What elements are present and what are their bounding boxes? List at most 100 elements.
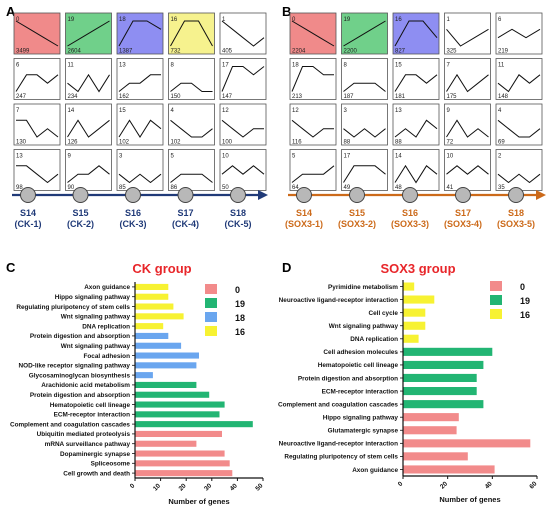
timeline-node — [402, 187, 418, 203]
bar — [403, 465, 495, 474]
x-tick-label: 20 — [178, 482, 188, 492]
bar — [403, 387, 477, 396]
profile-line — [15, 74, 59, 92]
profile-count: 187 — [344, 94, 355, 100]
profile-id: 9 — [447, 108, 451, 114]
x-tick-label: 20 — [439, 480, 449, 490]
profile-count: 88 — [344, 140, 351, 146]
category-label: Protein digestion and absorption — [30, 333, 130, 340]
profile-line — [67, 119, 110, 138]
profile-id: 3 — [344, 108, 348, 114]
profile-box — [444, 58, 491, 100]
category-label: Pyrimidine metabolism — [328, 284, 398, 291]
profile-id: 19 — [344, 17, 351, 23]
profile-box — [392, 58, 440, 100]
profile-count: 50 — [222, 185, 229, 191]
profile-id: 6 — [16, 63, 20, 69]
profile-id: 13 — [395, 108, 402, 114]
legend-swatch — [490, 281, 502, 291]
profile-count: 150 — [171, 94, 182, 100]
profile-id: 1 — [222, 17, 226, 23]
bar — [403, 334, 419, 343]
timeline-node — [508, 187, 524, 203]
timeline-node — [230, 187, 246, 203]
category-label: Protein digestion and absorption — [30, 392, 130, 399]
profile-line — [343, 128, 386, 138]
profile-id: 14 — [395, 154, 402, 160]
category-label: Wnt signaling pathway — [329, 323, 399, 330]
profile-count: 732 — [171, 49, 182, 55]
profile-count: 72 — [447, 140, 454, 146]
bar — [135, 391, 210, 398]
profile-count: 147 — [222, 94, 233, 100]
profile-count: 130 — [16, 140, 27, 146]
profile-id: 15 — [395, 63, 402, 69]
bar — [135, 313, 184, 320]
bar — [135, 430, 222, 437]
x-axis-label: Number of genes — [439, 495, 500, 504]
bar — [135, 450, 225, 457]
x-tick-label: 30 — [203, 482, 213, 492]
bar — [403, 360, 484, 369]
stage-label: S17 — [177, 208, 193, 218]
timeline-node — [296, 187, 312, 203]
profile-box — [495, 149, 543, 191]
profile-id: 5 — [292, 154, 296, 160]
panel-label-a: A — [6, 4, 16, 19]
bar — [403, 321, 426, 330]
category-label: Spliceosome — [91, 461, 131, 468]
profile-count: 98 — [16, 185, 23, 191]
profile-id: 10 — [222, 154, 229, 160]
category-label: DNA replication — [82, 323, 130, 330]
bar — [403, 282, 415, 291]
profile-count: 85 — [119, 185, 126, 191]
profile-box — [168, 58, 215, 100]
timeline-sox3: S14(SOX3-1)S15(SOX3-2)S16(SOX3-3)S17(SOX… — [285, 187, 546, 229]
profile-id: 4 — [171, 108, 175, 114]
bar — [403, 400, 484, 409]
profile-id: 11 — [498, 63, 505, 69]
profile-count: 2204 — [292, 49, 306, 55]
profile-line — [67, 73, 110, 93]
x-tick-label: 40 — [484, 480, 494, 490]
category-label: Neuroactive ligand-receptor interaction — [279, 297, 398, 304]
category-label: Cell cycle — [369, 310, 399, 317]
bar — [403, 308, 426, 317]
profile-line — [118, 119, 162, 138]
profile-line — [394, 119, 438, 138]
profile-box — [341, 58, 388, 100]
category-label: Glutamatergic synapse — [328, 428, 399, 435]
profile-id: 16 — [395, 17, 402, 23]
profile-line — [497, 74, 541, 93]
profile-line — [446, 28, 489, 47]
profile-count: 100 — [222, 140, 233, 146]
profile-id: 14 — [68, 108, 75, 114]
x-tick-label: 10 — [152, 482, 162, 492]
category-label: mRNA surveillance pathway — [45, 441, 131, 448]
profile-count: 116 — [292, 140, 302, 146]
bar — [135, 421, 253, 428]
bar — [135, 332, 169, 339]
profile-id: 6 — [498, 17, 502, 23]
bar — [135, 401, 225, 408]
profile-count: 86 — [171, 185, 178, 191]
profile-id: 12 — [292, 108, 299, 114]
bar-chart-ck-group: CK group Axon guidance Hippo signaling pat… — [10, 261, 265, 506]
profile-id: 0 — [292, 17, 296, 23]
bar — [403, 413, 459, 422]
profile-box — [444, 103, 491, 146]
profile-box — [13, 103, 61, 146]
profile-id: 11 — [68, 63, 75, 69]
profile-count: 3499 — [16, 49, 30, 55]
panel-label-d: D — [282, 260, 291, 275]
legend-swatch — [205, 298, 217, 308]
profile-line — [221, 66, 265, 92]
category-label: Hematopoietic cell lineage — [50, 402, 131, 409]
legend-swatch — [205, 312, 217, 322]
category-label: Complement and coagulation cascades — [278, 401, 398, 408]
category-label: Dopaminergic synapse — [60, 451, 130, 458]
timeline-ck: S14(CK-1) S15(CK-2) S16(CK-3) S17(CK-4) S18(… — [12, 187, 268, 229]
category-label: Hippo signaling pathway — [323, 415, 399, 422]
category-label: Hematopoietic cell lineage — [318, 362, 399, 369]
profile-grid-sox3: 0220419220016827132562191821381871518171… — [289, 12, 543, 191]
